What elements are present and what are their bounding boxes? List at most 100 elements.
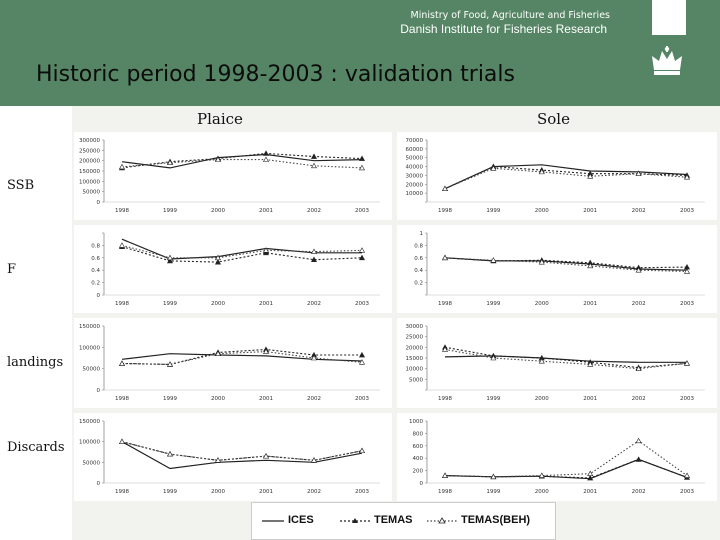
y-tick-label: 300000 bbox=[79, 138, 100, 144]
chart-legend: ICES TEMAS TEMAS(BEH) bbox=[251, 502, 556, 540]
series-line-temas bbox=[444, 346, 688, 369]
chart-svg: 0 0.2 0.4 0.6 0.8 1998 1999 2000 2001 2002 2003 bbox=[91, 232, 380, 307]
x-tick-label: 2000 bbox=[535, 489, 549, 495]
series-point bbox=[358, 164, 366, 171]
page-title: Historic period 1998-2003 : validation t… bbox=[36, 62, 515, 87]
y-tick-label: 200 bbox=[413, 469, 424, 475]
series-point bbox=[358, 155, 366, 161]
series-line-temasbeh bbox=[121, 159, 363, 169]
y-tick-label: 0 bbox=[97, 481, 101, 487]
series-point bbox=[635, 456, 642, 462]
x-tick-label: 2003 bbox=[355, 301, 369, 307]
series-line-temas bbox=[444, 458, 688, 479]
x-tick-label: 2001 bbox=[583, 489, 597, 495]
x-tick-label: 1999 bbox=[163, 489, 177, 495]
series-point bbox=[358, 359, 366, 365]
x-tick-label: 2003 bbox=[680, 301, 694, 307]
x-tick-label: 2002 bbox=[632, 301, 646, 307]
y-tick-label: 250000 bbox=[79, 148, 100, 154]
y-tick-label: 0.2 bbox=[91, 281, 100, 287]
x-tick-label: 2003 bbox=[355, 208, 369, 214]
y-tick-label: 60000 bbox=[406, 147, 424, 153]
legend-temas-label: TEMAS bbox=[374, 514, 413, 526]
crest-backdrop bbox=[652, 0, 686, 35]
x-tick-label: 2001 bbox=[259, 208, 273, 214]
y-tick-label: 800 bbox=[413, 431, 424, 437]
y-tick-label: 400 bbox=[413, 456, 424, 462]
x-tick-label: 2002 bbox=[307, 396, 321, 402]
x-tick-label: 1998 bbox=[115, 396, 129, 402]
y-tick-label: 100000 bbox=[79, 345, 100, 351]
series-line-temasbeh bbox=[444, 440, 688, 478]
x-tick-label: 1998 bbox=[438, 489, 452, 495]
y-tick-label: 0.8 bbox=[414, 243, 423, 249]
x-tick-label: 2002 bbox=[632, 396, 646, 402]
series-point bbox=[538, 358, 545, 364]
series-point bbox=[490, 165, 497, 171]
y-tick-label: 200000 bbox=[79, 159, 100, 165]
y-tick-label: 0.8 bbox=[91, 243, 100, 249]
ministry-name: Ministry of Food, Agriculture and Fisher… bbox=[410, 10, 610, 21]
series-point bbox=[441, 254, 449, 261]
series-point bbox=[538, 168, 545, 175]
series-point bbox=[587, 173, 594, 179]
x-tick-label: 1999 bbox=[163, 396, 177, 402]
y-tick-label: 20000 bbox=[406, 182, 424, 188]
series-point bbox=[166, 257, 174, 264]
y-tick-label: 50000 bbox=[83, 460, 101, 466]
y-tick-label: 50000 bbox=[406, 156, 424, 162]
column-label-plaice: Plaice bbox=[197, 110, 243, 128]
y-tick-label: 25000 bbox=[406, 335, 424, 341]
legend-temas-marker bbox=[352, 518, 358, 523]
y-tick-label: 0 bbox=[97, 388, 101, 394]
x-tick-label: 2002 bbox=[307, 301, 321, 307]
x-tick-label: 1998 bbox=[115, 489, 129, 495]
series-point bbox=[490, 473, 497, 480]
y-tick-label: 150000 bbox=[79, 419, 100, 425]
x-tick-label: 2000 bbox=[211, 301, 225, 307]
series-point bbox=[214, 254, 222, 261]
y-tick-label: 20000 bbox=[406, 345, 424, 351]
series-point bbox=[310, 153, 318, 159]
row-label-f: F bbox=[7, 262, 17, 277]
y-tick-label: 0.4 bbox=[91, 268, 100, 274]
x-tick-label: 2001 bbox=[259, 396, 273, 402]
chart-sole-ssb: 10000 20000 30000 40000 50000 60000 70000 1998 1… bbox=[397, 132, 717, 220]
y-tick-label: 150000 bbox=[79, 324, 100, 330]
series-line-temasbeh bbox=[121, 244, 363, 259]
series-point bbox=[166, 450, 174, 457]
y-tick-label: 15000 bbox=[406, 356, 424, 362]
y-tick-label: 0.6 bbox=[414, 256, 423, 262]
chart-svg: 0 50000 100000 150000 1998 1999 2000 2001 2002 20… bbox=[79, 419, 380, 495]
series-point bbox=[635, 267, 642, 273]
crown-crest-icon bbox=[652, 46, 682, 75]
x-tick-label: 2003 bbox=[680, 208, 694, 214]
legend-temas-beh-label: TEMAS(BEH) bbox=[461, 514, 531, 526]
chart-svg: 0.2 0.4 0.6 0.8 1 1998 1999 2000 2001 2002 2003 bbox=[414, 231, 705, 307]
x-tick-label: 2001 bbox=[583, 208, 597, 214]
x-tick-label: 1999 bbox=[486, 396, 500, 402]
x-tick-label: 2002 bbox=[632, 489, 646, 495]
series-line-ices bbox=[121, 238, 362, 260]
chart-sole-landings: 5000 10000 15000 20000 25000 30000 1998 1999 200… bbox=[397, 318, 717, 408]
series-point bbox=[358, 447, 366, 454]
y-tick-label: 10000 bbox=[406, 191, 424, 197]
y-tick-label: 50000 bbox=[83, 190, 101, 196]
chart-svg: 0 50000 100000 150000 200000 250000 300000 1998… bbox=[79, 138, 380, 214]
series-point bbox=[358, 247, 366, 253]
series-point bbox=[118, 242, 126, 248]
row-label-landings: landings bbox=[7, 355, 64, 370]
x-tick-label: 2000 bbox=[535, 301, 549, 307]
series-point bbox=[538, 259, 545, 265]
x-tick-label: 2000 bbox=[211, 489, 225, 495]
series-point bbox=[262, 247, 270, 253]
legend-temas-beh-marker bbox=[438, 517, 446, 524]
series-point bbox=[683, 268, 691, 274]
row-label-discards: Discards bbox=[7, 440, 65, 455]
series-point bbox=[587, 470, 594, 476]
x-tick-label: 1999 bbox=[486, 489, 500, 495]
series-line-temas bbox=[121, 348, 362, 365]
series-point bbox=[118, 163, 126, 170]
series-point bbox=[166, 159, 174, 166]
y-tick-label: 0 bbox=[420, 481, 424, 487]
